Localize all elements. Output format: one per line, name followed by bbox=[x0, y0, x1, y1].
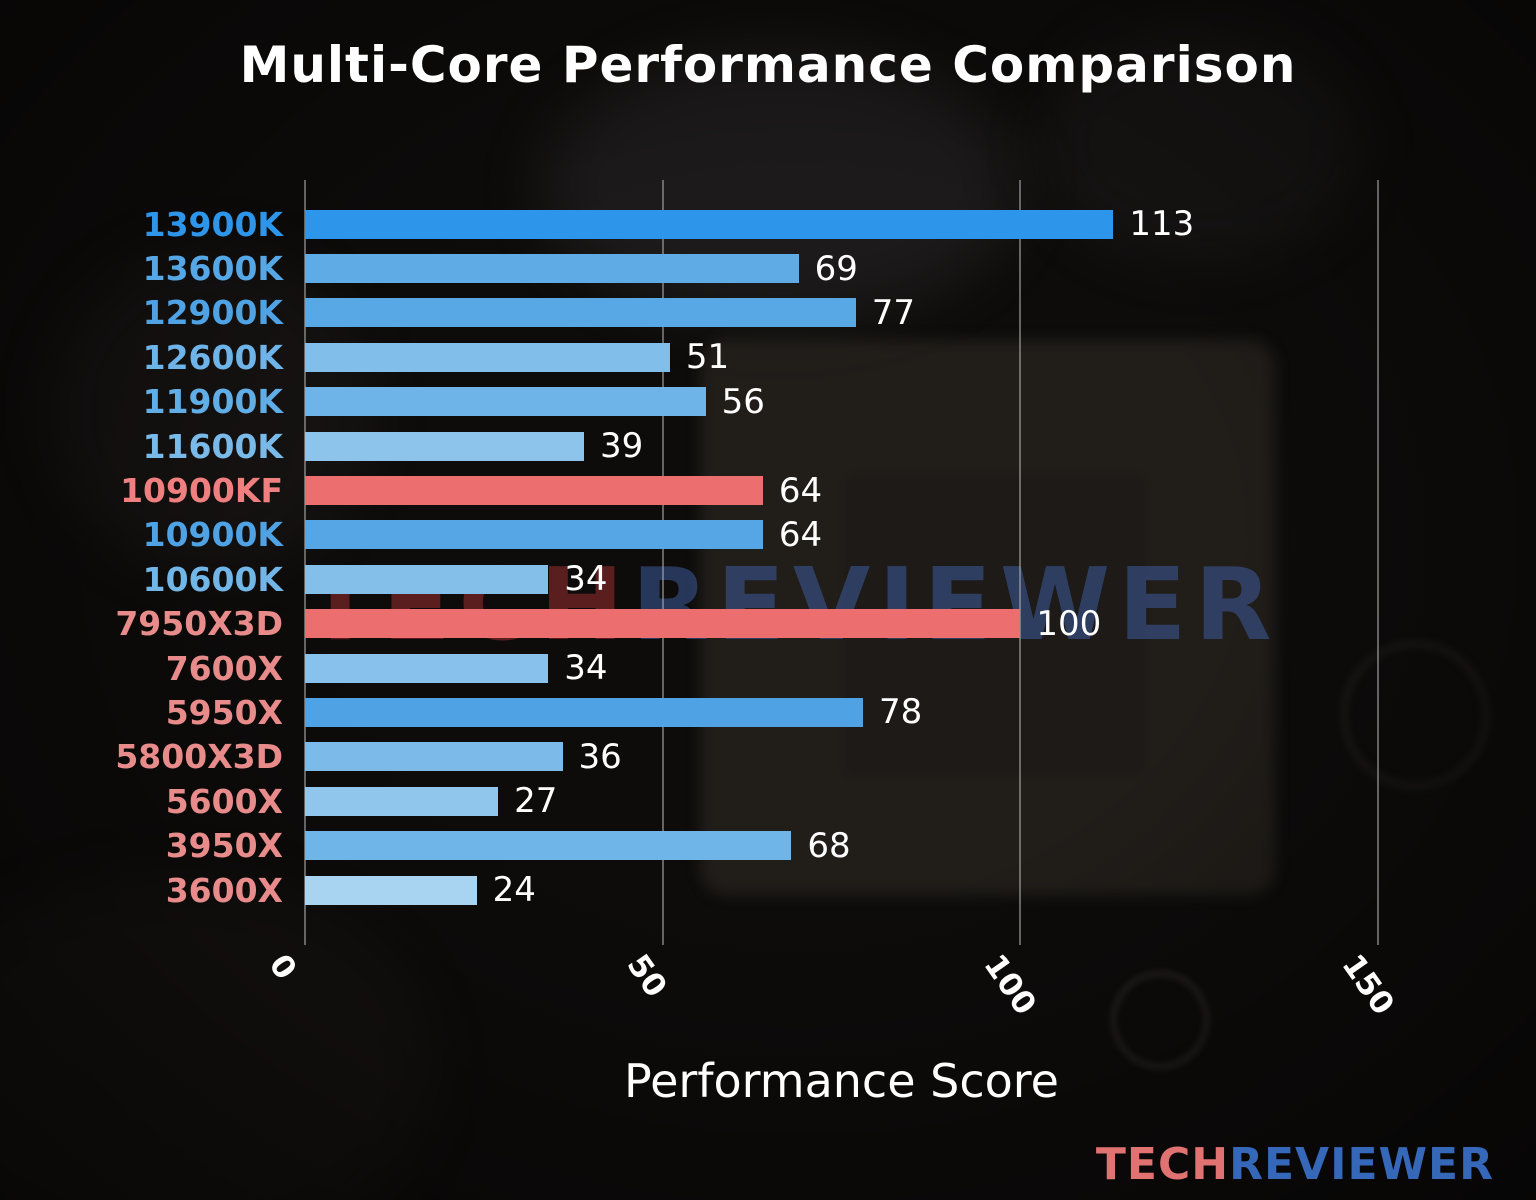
category-label: 13900K bbox=[142, 204, 283, 244]
bar bbox=[305, 564, 549, 594]
category-label: 12900K bbox=[142, 293, 283, 333]
chart-row: 10900KF 64 bbox=[120, 468, 1378, 512]
chart-row: 13600K 69 bbox=[143, 246, 1378, 290]
logo-reviewer: REVIEWER bbox=[1229, 1139, 1494, 1190]
chart-row: 5950X 78 bbox=[166, 690, 1378, 734]
value-label: 56 bbox=[721, 381, 765, 422]
value-label: 78 bbox=[878, 692, 923, 733]
x-axis-label: Performance Score bbox=[624, 1054, 1059, 1108]
category-label: 3600X bbox=[165, 870, 283, 910]
value-label: 34 bbox=[564, 648, 608, 689]
category-label: 5600X bbox=[165, 781, 283, 821]
value-label: 51 bbox=[685, 337, 730, 378]
category-label: 13600K bbox=[142, 249, 283, 289]
bar bbox=[305, 431, 584, 461]
value-label: 113 bbox=[1129, 204, 1195, 245]
bar bbox=[305, 342, 670, 372]
watermark: TECHREVIEWER bbox=[306, 546, 1279, 663]
chart-row: 5800X3D 36 bbox=[115, 735, 1378, 779]
chart-row: 11900K 56 bbox=[143, 380, 1378, 424]
bar bbox=[305, 653, 549, 683]
bar bbox=[305, 387, 706, 417]
category-label: 11900K bbox=[142, 382, 283, 422]
gridline bbox=[304, 180, 306, 945]
chart-row: 10600K 34 bbox=[143, 557, 1378, 601]
bar bbox=[305, 875, 477, 905]
gridline bbox=[1377, 180, 1379, 945]
chart-row: 12600K 51 bbox=[143, 335, 1378, 379]
value-label: 39 bbox=[599, 426, 644, 467]
category-label: 5950X bbox=[165, 692, 283, 732]
chart-row: 5600X 27 bbox=[166, 779, 1378, 823]
category-label: 12600K bbox=[142, 337, 283, 377]
category-label: 10600K bbox=[142, 559, 283, 599]
bar bbox=[305, 254, 799, 284]
chart-row: 12900K 77 bbox=[143, 291, 1378, 335]
logo-tech: TECH bbox=[1095, 1139, 1230, 1190]
gridline bbox=[661, 180, 664, 945]
bar bbox=[305, 520, 763, 550]
bar bbox=[305, 786, 499, 816]
x-tick-label: 100 bbox=[976, 948, 1044, 1022]
category-label: 7600X bbox=[165, 648, 283, 688]
x-axis-ticks: 0 50 100 150 bbox=[262, 948, 1402, 1043]
chart-row: 13900K 113 bbox=[143, 202, 1378, 246]
x-tick-label: 50 bbox=[619, 948, 674, 1004]
bar bbox=[305, 742, 563, 772]
chart-row: 10900K 64 bbox=[143, 513, 1378, 557]
value-label: 100 bbox=[1036, 603, 1102, 644]
category-label: 7950X3D bbox=[115, 604, 283, 644]
chart-row: 7600X 34 bbox=[166, 646, 1378, 690]
watermark-reviewer: REVIEWER bbox=[631, 546, 1280, 663]
value-label: 77 bbox=[871, 292, 916, 333]
value-label: 24 bbox=[492, 870, 536, 911]
value-label: 34 bbox=[564, 559, 608, 600]
chart-title: Multi-Core Performance Comparison bbox=[239, 36, 1297, 94]
bar bbox=[305, 476, 763, 506]
chart-row: 7950X3D 100 bbox=[115, 602, 1378, 646]
category-label: 5800X3D bbox=[115, 737, 283, 777]
category-label: 3950X bbox=[165, 826, 283, 866]
bar bbox=[305, 209, 1114, 239]
bar-rows: 13900K 113 13600K 69 12900K 77 12600K 51 11900K 5… bbox=[115, 202, 1378, 912]
brand-logo: TECHREVIEWER bbox=[1096, 1139, 1494, 1190]
chart-row: 11600K 39 bbox=[143, 424, 1378, 468]
bar bbox=[305, 831, 792, 861]
chart-row: 3600X 24 bbox=[166, 868, 1378, 912]
value-label: 64 bbox=[778, 470, 823, 511]
bar bbox=[305, 298, 856, 328]
plot-area: 13900K 113 13600K 69 12900K 77 12600K 51 11900K 5… bbox=[115, 180, 1379, 945]
gridline bbox=[1019, 180, 1022, 945]
bar bbox=[305, 697, 863, 727]
value-label: 69 bbox=[814, 248, 858, 289]
category-label: 11600K bbox=[142, 426, 283, 466]
bar bbox=[305, 609, 1021, 639]
category-label: 10900K bbox=[142, 515, 283, 555]
value-label: 27 bbox=[514, 781, 558, 822]
chart-row: 3950X 68 bbox=[166, 823, 1378, 867]
value-label: 64 bbox=[778, 514, 823, 555]
value-label: 36 bbox=[578, 736, 622, 777]
category-label: 10900KF bbox=[120, 471, 283, 511]
value-label: 68 bbox=[807, 825, 851, 866]
